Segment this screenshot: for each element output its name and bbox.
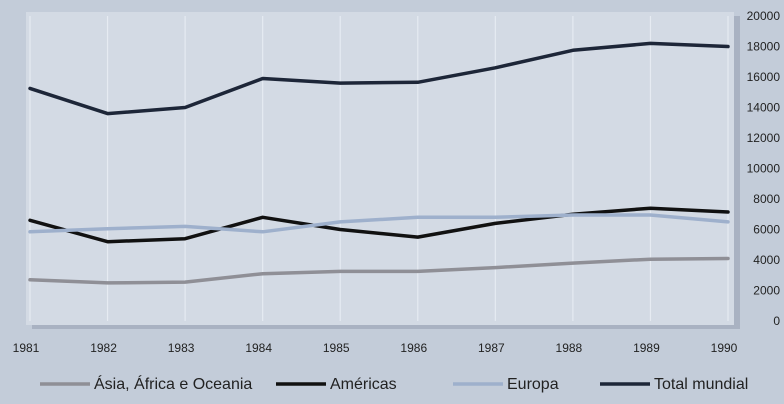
y-tick-label: 10000 [747, 162, 781, 176]
y-tick-label: 2000 [753, 284, 780, 298]
x-tick-label: 1983 [168, 341, 195, 355]
grid-lines [29, 16, 729, 321]
y-tick-label: 12000 [747, 131, 781, 145]
legend-label-1: Américas [330, 376, 397, 393]
legend-label-3: Total mundial [654, 376, 748, 393]
legend-label-0: Ásia, África e Oceania [94, 374, 252, 393]
y-tick-label: 16000 [747, 70, 781, 84]
x-tick-label: 1984 [245, 341, 272, 355]
series-line-0 [28, 256, 730, 285]
y-tick-label: 0 [773, 314, 780, 328]
x-tick-label: 1981 [13, 341, 40, 355]
y-tick-label: 18000 [747, 40, 781, 54]
y-tick-label: 14000 [747, 101, 781, 115]
y-tick-label: 20000 [747, 9, 781, 23]
plot-area [26, 12, 734, 325]
legend: Ásia, África e Oceania Américas Europa Tota… [40, 374, 748, 393]
y-axis-ticks: 0 2000 4000 6000 8000 10000 12000 14000 16000 180… [747, 9, 781, 328]
x-tick-label: 1990 [711, 341, 738, 355]
x-axis-ticks: 1981 1982 1983 1984 1985 1986 1987 1988 1989 1990 [13, 341, 738, 355]
series-lines [28, 41, 730, 285]
series-line-2 [28, 213, 730, 234]
series-line-3 [28, 41, 730, 116]
legend-label-2: Europa [507, 376, 559, 393]
x-tick-label: 1988 [556, 341, 583, 355]
series-line-1 [28, 206, 730, 244]
y-tick-label: 4000 [753, 253, 780, 267]
y-tick-label: 8000 [753, 192, 780, 206]
x-tick-label: 1986 [400, 341, 427, 355]
x-tick-label: 1987 [478, 341, 505, 355]
y-tick-label: 6000 [753, 223, 780, 237]
x-tick-label: 1985 [323, 341, 350, 355]
x-tick-label: 1989 [633, 341, 660, 355]
x-tick-label: 1982 [90, 341, 117, 355]
